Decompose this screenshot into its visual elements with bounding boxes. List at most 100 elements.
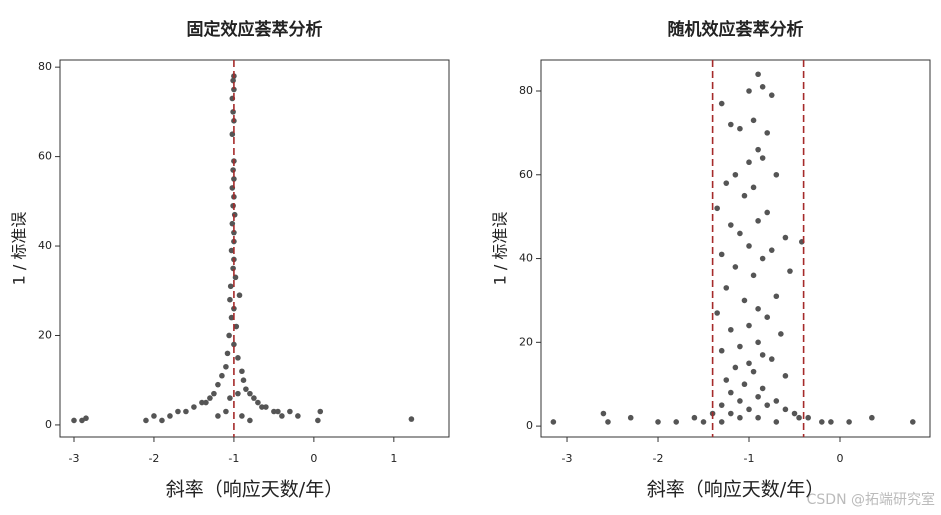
- point: [746, 322, 752, 329]
- point: [759, 385, 766, 392]
- point: [737, 125, 743, 132]
- point: [796, 414, 802, 421]
- point: [791, 410, 798, 417]
- point: [755, 218, 761, 224]
- point: [732, 171, 739, 178]
- point: [778, 331, 784, 337]
- point: [746, 88, 752, 94]
- point: [764, 314, 771, 320]
- point: [279, 413, 285, 419]
- point: [231, 176, 237, 182]
- point: [718, 419, 725, 425]
- point: [718, 100, 725, 107]
- point: [255, 399, 261, 406]
- point: [151, 413, 157, 419]
- point: [718, 251, 725, 258]
- point: [251, 395, 257, 401]
- point: [737, 343, 743, 350]
- x-tick-label: -2: [148, 452, 159, 465]
- point: [691, 414, 698, 421]
- chart-title: 固定效应荟萃分析: [187, 19, 323, 40]
- watermark: CSDN @拓端研究室: [807, 491, 935, 508]
- plot-frame: [59, 59, 450, 438]
- point: [737, 398, 743, 404]
- point: [227, 283, 234, 290]
- point: [746, 406, 752, 413]
- point: [759, 352, 766, 358]
- point: [759, 255, 766, 262]
- point: [259, 404, 265, 410]
- point: [755, 146, 761, 153]
- point: [223, 408, 229, 415]
- point: [750, 272, 757, 279]
- point: [728, 222, 734, 228]
- point: [287, 408, 293, 415]
- point: [143, 417, 149, 424]
- point: [83, 415, 89, 422]
- point: [732, 264, 739, 270]
- point: [243, 386, 249, 392]
- point: [247, 390, 253, 397]
- point: [167, 413, 173, 419]
- point: [230, 77, 236, 84]
- point: [737, 414, 743, 421]
- point: [768, 92, 775, 98]
- point: [782, 406, 789, 413]
- y-axis-label: 1 / 标准误: [491, 212, 510, 286]
- point: [728, 410, 734, 417]
- y-tick-label: 40: [38, 239, 52, 252]
- x-tick-label: -1: [744, 452, 755, 465]
- point: [227, 395, 233, 401]
- point: [718, 347, 725, 354]
- y-tick-label: 20: [519, 335, 533, 348]
- y-tick-label: 40: [519, 252, 533, 265]
- point: [228, 314, 235, 321]
- y-tick-label: 80: [38, 60, 52, 73]
- x-tick-label: -2: [653, 452, 664, 465]
- point: [768, 247, 775, 253]
- point: [773, 293, 780, 300]
- point: [236, 292, 243, 299]
- point: [240, 377, 247, 384]
- point: [203, 399, 209, 406]
- point: [768, 356, 775, 362]
- point: [782, 373, 789, 379]
- point: [175, 408, 181, 415]
- y-tick-label: 20: [38, 328, 52, 341]
- point: [746, 159, 752, 166]
- point: [271, 408, 277, 415]
- x-tick-label: -1: [228, 452, 239, 465]
- point: [723, 285, 730, 291]
- point: [231, 229, 237, 236]
- point: [755, 71, 761, 78]
- point: [226, 332, 232, 339]
- point: [231, 341, 237, 348]
- point: [227, 296, 233, 303]
- point: [741, 297, 748, 304]
- point: [159, 417, 165, 424]
- point: [211, 390, 217, 397]
- point: [605, 419, 611, 425]
- point: [228, 247, 235, 254]
- point: [673, 419, 680, 425]
- plot-frame: [540, 59, 931, 438]
- point: [239, 413, 245, 419]
- point: [846, 419, 852, 425]
- y-axis-label: 1 / 标准误: [10, 212, 29, 286]
- point: [750, 184, 757, 191]
- point: [71, 417, 77, 424]
- point: [199, 399, 205, 406]
- point: [755, 393, 761, 400]
- x-tick-label: -3: [69, 452, 80, 465]
- point: [869, 414, 875, 421]
- point: [718, 402, 725, 408]
- point: [746, 243, 752, 249]
- point: [755, 414, 761, 421]
- point: [215, 413, 221, 419]
- point: [819, 419, 825, 425]
- point: [750, 368, 757, 375]
- point: [239, 368, 245, 375]
- point: [550, 419, 557, 425]
- point: [714, 310, 720, 316]
